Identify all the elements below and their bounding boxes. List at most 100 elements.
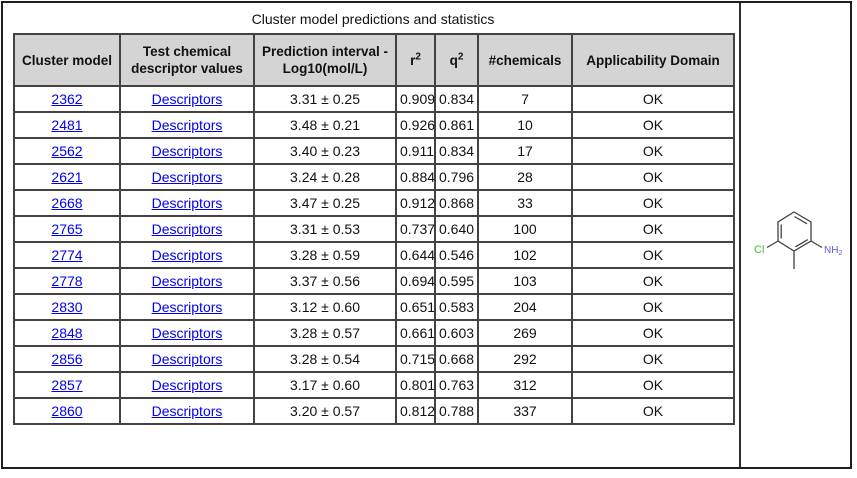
cluster-model-link[interactable]: 2778 (51, 273, 83, 289)
table-row: 2562 Descriptors 3.40 ± 0.23 0.911 0.834… (13, 137, 735, 165)
q2-value: 0.583 (434, 293, 479, 321)
table-row: 2774 Descriptors 3.28 ± 0.59 0.644 0.546… (13, 241, 735, 269)
r2-value: 0.661 (395, 319, 436, 347)
cluster-model-link[interactable]: 2481 (51, 117, 83, 133)
chemicals-count: 100 (477, 215, 573, 243)
test-chemical-panel: Cl NH2 (741, 3, 851, 467)
table-row: 2778 Descriptors 3.37 ± 0.56 0.694 0.595… (13, 267, 735, 295)
cluster-model-link[interactable]: 2621 (51, 169, 83, 185)
prediction-interval-value: 3.20 ± 0.57 (253, 397, 397, 425)
r2-value: 0.644 (395, 241, 436, 269)
q2-value: 0.763 (434, 371, 479, 399)
descriptors-link[interactable]: Descriptors (151, 351, 223, 367)
applicability-domain-value: OK (571, 371, 735, 399)
col-header-applicability-domain: Applicability Domain (571, 33, 735, 87)
q2-value: 0.861 (434, 111, 479, 139)
r2-value: 0.801 (395, 371, 436, 399)
prediction-interval-value: 3.17 ± 0.60 (253, 371, 397, 399)
chemicals-count: 292 (477, 345, 573, 373)
applicability-domain-value: OK (571, 241, 735, 269)
table-row: 2860 Descriptors 3.20 ± 0.57 0.812 0.788… (13, 397, 735, 425)
chemicals-count: 10 (477, 111, 573, 139)
descriptors-link[interactable]: Descriptors (151, 273, 223, 289)
table-row: 2765 Descriptors 3.31 ± 0.53 0.737 0.640… (13, 215, 735, 243)
amine-label: NH2 (824, 245, 842, 257)
chemicals-count: 103 (477, 267, 573, 295)
amine-bond (810, 240, 823, 249)
applicability-domain-value: OK (571, 397, 735, 425)
chlorine-label: Cl (754, 244, 764, 256)
q2-value: 0.788 (434, 397, 479, 425)
descriptors-link[interactable]: Descriptors (151, 299, 223, 315)
r2-value: 0.884 (395, 163, 436, 191)
cluster-model-link[interactable]: 2830 (51, 299, 83, 315)
prediction-interval-value: 3.28 ± 0.57 (253, 319, 397, 347)
applicability-domain-value: OK (571, 189, 735, 217)
q2-value: 0.595 (434, 267, 479, 295)
chemicals-count: 337 (477, 397, 573, 425)
q2-value: 0.603 (434, 319, 479, 347)
applicability-domain-value: OK (571, 215, 735, 243)
col-header-r2: r2 (395, 33, 436, 87)
q2-value: 0.868 (434, 189, 479, 217)
cluster-model-link[interactable]: 2765 (51, 221, 83, 237)
r2-value: 0.911 (395, 137, 436, 165)
cluster-model-link[interactable]: 2668 (51, 195, 83, 211)
descriptors-link[interactable]: Descriptors (151, 117, 223, 133)
r2-value: 0.912 (395, 189, 436, 217)
table-row: 2848 Descriptors 3.28 ± 0.57 0.661 0.603… (13, 319, 735, 347)
descriptors-link[interactable]: Descriptors (151, 221, 223, 237)
q2-value: 0.546 (434, 241, 479, 269)
prediction-interval-value: 3.28 ± 0.59 (253, 241, 397, 269)
prediction-interval-value: 3.31 ± 0.53 (253, 215, 397, 243)
q2-value: 0.796 (434, 163, 479, 191)
cluster-model-link[interactable]: 2774 (51, 247, 83, 263)
chemical-structure-image: Cl NH2 (754, 211, 842, 269)
prediction-interval-value: 3.37 ± 0.56 (253, 267, 397, 295)
descriptors-link[interactable]: Descriptors (151, 169, 223, 185)
r2-value: 0.737 (395, 215, 436, 243)
double-bond-top-right (794, 215, 808, 225)
page-title: Cluster model predictions and statistics (251, 11, 495, 27)
descriptors-link[interactable]: Descriptors (151, 143, 223, 159)
chemicals-count: 312 (477, 371, 573, 399)
r2-value: 0.812 (395, 397, 436, 425)
col-header-cluster-model: Cluster model (13, 33, 121, 87)
cluster-statistics-table: Cluster model Test chemical descriptor v… (13, 33, 735, 425)
q2-value: 0.668 (434, 345, 479, 373)
chemicals-count: 33 (477, 189, 573, 217)
descriptors-link[interactable]: Descriptors (151, 325, 223, 341)
cluster-model-link[interactable]: 2860 (51, 403, 83, 419)
prediction-interval-value: 3.47 ± 0.25 (253, 189, 397, 217)
applicability-domain-value: OK (571, 85, 735, 113)
chemicals-count: 102 (477, 241, 573, 269)
chemicals-count: 204 (477, 293, 573, 321)
table-row: 2668 Descriptors 3.47 ± 0.25 0.912 0.868… (13, 189, 735, 217)
applicability-domain-value: OK (571, 319, 735, 347)
table-row: 2830 Descriptors 3.12 ± 0.60 0.651 0.583… (13, 293, 735, 321)
table-row: 2857 Descriptors 3.17 ± 0.60 0.801 0.763… (13, 371, 735, 399)
applicability-domain-value: OK (571, 293, 735, 321)
cluster-model-link[interactable]: 2362 (51, 91, 83, 107)
q2-value: 0.834 (434, 85, 479, 113)
q2-value: 0.640 (434, 215, 479, 243)
prediction-interval-value: 3.28 ± 0.54 (253, 345, 397, 373)
table-row: 2362 Descriptors 3.31 ± 0.25 0.909 0.834… (13, 85, 735, 113)
table-header-row: Cluster model Test chemical descriptor v… (13, 33, 735, 87)
applicability-domain-value: OK (571, 345, 735, 373)
q2-value: 0.834 (434, 137, 479, 165)
chemicals-count: 17 (477, 137, 573, 165)
descriptors-link[interactable]: Descriptors (151, 247, 223, 263)
prediction-interval-value: 3.31 ± 0.25 (253, 85, 397, 113)
descriptors-link[interactable]: Descriptors (151, 195, 223, 211)
cluster-model-link[interactable]: 2848 (51, 325, 83, 341)
cluster-model-link[interactable]: 2856 (51, 351, 83, 367)
r2-value: 0.651 (395, 293, 436, 321)
cluster-model-link[interactable]: 2562 (51, 143, 83, 159)
cluster-model-link[interactable]: 2857 (51, 377, 83, 393)
descriptors-link[interactable]: Descriptors (151, 377, 223, 393)
descriptors-link[interactable]: Descriptors (151, 91, 223, 107)
col-header-prediction-interval: Prediction interval -Log10(mol/L) (253, 33, 397, 87)
descriptors-link[interactable]: Descriptors (151, 403, 223, 419)
